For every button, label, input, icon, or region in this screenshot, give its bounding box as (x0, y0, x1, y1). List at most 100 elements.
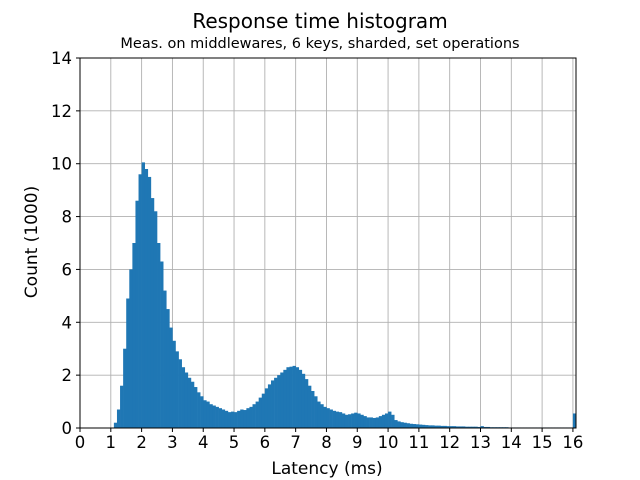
histogram-bar (440, 425, 444, 428)
histogram-bar (153, 211, 158, 428)
histogram-bar (129, 269, 133, 428)
histogram-bar (449, 426, 454, 428)
histogram-bar (465, 426, 469, 428)
histogram-bar (224, 410, 229, 428)
y-tick-label: 4 (62, 313, 73, 332)
histogram-bar (301, 373, 306, 428)
histogram-bar (341, 413, 346, 428)
histogram-bar (116, 409, 121, 428)
histogram-bar (369, 417, 373, 428)
histogram-bar (215, 406, 219, 428)
histogram-bar (150, 198, 155, 428)
histogram-bar (123, 348, 127, 428)
histogram-bar (292, 365, 296, 428)
x-tick-label: 12 (439, 433, 460, 452)
histogram-bar (135, 200, 139, 428)
histogram-bar (280, 372, 284, 428)
x-tick-label: 5 (229, 433, 240, 452)
histogram-bar (409, 423, 414, 428)
x-tick-label: 1 (106, 433, 117, 452)
histogram-bar (354, 412, 358, 428)
histogram-bar (425, 425, 429, 428)
histogram-bar (212, 405, 216, 428)
histogram-bar (138, 174, 142, 428)
histogram-bar (249, 406, 253, 428)
histogram-bar (141, 162, 145, 428)
histogram-bar (320, 404, 324, 428)
histogram-bar (471, 426, 475, 428)
histogram-bar (329, 409, 333, 428)
histogram-bar (237, 410, 241, 428)
histogram-bar (375, 417, 380, 428)
histogram-bar (384, 413, 389, 428)
histogram-bar (126, 298, 130, 428)
histogram-bar (243, 410, 247, 428)
histogram-bar (326, 408, 330, 428)
histogram-bar (160, 261, 164, 428)
histogram-bar (218, 408, 223, 428)
histogram-bar (388, 411, 392, 428)
histogram-bar (203, 400, 207, 428)
histogram-bar (455, 426, 460, 428)
histogram-bar (332, 410, 337, 428)
histogram-bar (458, 426, 463, 428)
histogram-bar (295, 367, 300, 428)
histogram-bar (415, 424, 420, 428)
histogram-bar (261, 393, 266, 428)
histogram-bar (335, 411, 340, 428)
histogram-bar (572, 413, 577, 428)
histogram-bar (221, 409, 226, 428)
histogram-bar (200, 396, 204, 428)
histogram-bar (144, 169, 149, 428)
histogram-bar (418, 424, 423, 428)
x-tick-label: 14 (501, 433, 522, 452)
histogram-bar (378, 416, 383, 428)
histogram-bar (286, 367, 290, 428)
histogram-bar (274, 377, 278, 428)
histogram-bar (206, 401, 210, 428)
histogram-bar (434, 425, 438, 428)
histogram-bar (120, 385, 124, 428)
histogram-bar (483, 426, 487, 428)
histogram-bar (132, 243, 136, 428)
histogram-bar (421, 424, 426, 428)
histogram-bar (271, 380, 275, 428)
histogram-bar (283, 369, 287, 428)
histogram-bar (351, 413, 355, 428)
histogram-bar (258, 397, 263, 428)
y-tick-label: 8 (62, 208, 73, 227)
histogram-bar (381, 414, 386, 428)
histogram-bar (363, 416, 367, 428)
histogram-bars (113, 162, 577, 428)
histogram-bar (428, 425, 432, 428)
histogram-bar (338, 412, 343, 428)
histogram-bar (443, 425, 447, 428)
x-tick-label: 7 (290, 433, 301, 452)
histogram-bar (311, 391, 315, 428)
x-tick-label: 8 (321, 433, 332, 452)
histogram-bar (400, 422, 404, 428)
histogram-bar (190, 381, 195, 428)
histogram-bar (255, 401, 259, 428)
histogram-bar (397, 421, 401, 428)
y-tick-label: 12 (51, 102, 72, 121)
histogram-bar (323, 406, 327, 428)
histogram-bar (486, 426, 491, 428)
histogram-bar (163, 290, 167, 428)
histogram-bar (403, 422, 407, 428)
histogram-bar (372, 417, 377, 428)
x-tick-label: 2 (136, 433, 147, 452)
histogram-bar (113, 422, 118, 428)
x-tick-label: 6 (260, 433, 271, 452)
x-tick-label: 16 (562, 433, 583, 452)
histogram-bar (277, 375, 281, 428)
x-tick-label: 15 (532, 433, 553, 452)
histogram-bar (289, 366, 293, 428)
y-tick-label: 10 (51, 155, 72, 174)
histogram-bar (317, 401, 321, 428)
plot-frame (79, 57, 577, 429)
histogram-bar (157, 243, 161, 428)
y-tick-label: 2 (62, 366, 73, 385)
histogram-bar (246, 408, 250, 428)
